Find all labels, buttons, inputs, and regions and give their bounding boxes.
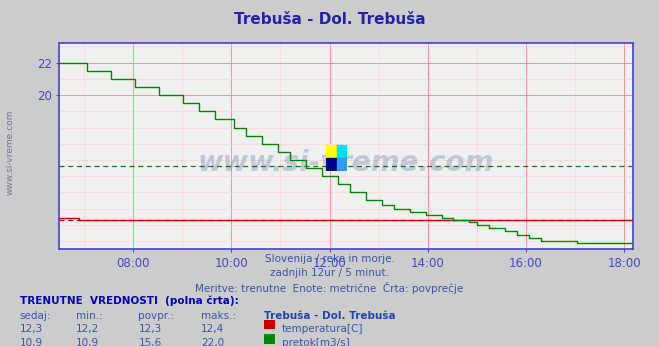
Text: temperatura[C]: temperatura[C] [282,324,364,334]
Text: povpr.:: povpr.: [138,311,175,321]
Text: 12,4: 12,4 [201,324,224,334]
Bar [337,158,347,171]
Text: 15,6: 15,6 [138,338,161,346]
Text: 10,9: 10,9 [20,338,43,346]
Text: min.:: min.: [76,311,103,321]
Text: www.si-vreme.com: www.si-vreme.com [5,110,14,195]
Text: zadnjih 12ur / 5 minut.: zadnjih 12ur / 5 minut. [270,268,389,278]
Text: 12,3: 12,3 [138,324,161,334]
Bar [326,145,337,158]
Text: maks.:: maks.: [201,311,236,321]
Text: www.si-vreme.com: www.si-vreme.com [198,149,494,177]
Text: 10,9: 10,9 [76,338,99,346]
Text: Meritve: trenutne  Enote: metrične  Črta: povprečje: Meritve: trenutne Enote: metrične Črta: … [195,282,464,294]
Text: sedaj:: sedaj: [20,311,51,321]
Text: 12,2: 12,2 [76,324,99,334]
Bar [337,145,347,158]
Text: TRENUTNE  VREDNOSTI  (polna črta):: TRENUTNE VREDNOSTI (polna črta): [20,296,239,306]
Text: 22,0: 22,0 [201,338,224,346]
Text: Slovenija / reke in morje.: Slovenija / reke in morje. [264,254,395,264]
Text: 12,3: 12,3 [20,324,43,334]
Text: Trebuša - Dol. Trebuša: Trebuša - Dol. Trebuša [234,12,425,27]
Bar [326,158,337,171]
Text: Trebuša - Dol. Trebuša: Trebuša - Dol. Trebuša [264,311,395,321]
Text: pretok[m3/s]: pretok[m3/s] [282,338,350,346]
